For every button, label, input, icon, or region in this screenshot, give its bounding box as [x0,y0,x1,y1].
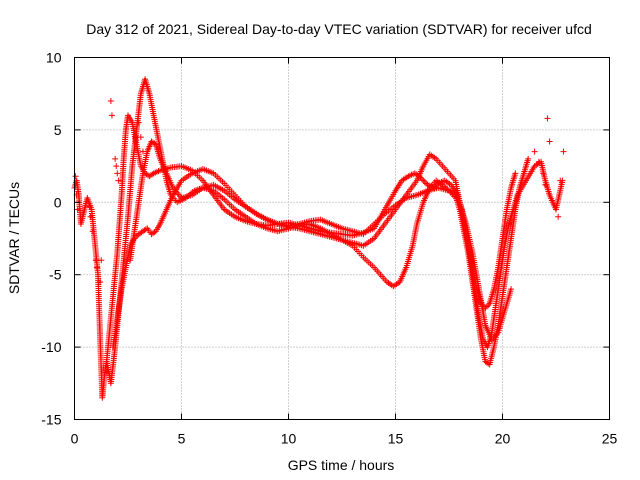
data-point [542,181,549,188]
y-tick-label: -15 [41,412,61,428]
data-point [86,203,93,210]
data-point [89,228,96,235]
data-point [115,177,122,184]
data-point [420,177,427,184]
data-point [113,163,120,170]
y-axis-title: SDTVAR / TECUs [6,182,22,294]
x-tick-label: 0 [71,431,79,447]
data-point [112,155,119,162]
data-point [87,213,94,220]
marks-layer [71,76,567,401]
plot-frame [74,57,610,420]
data-point [544,115,551,122]
data-point [485,302,492,309]
y-tick-label: 0 [54,194,62,210]
data-point [114,170,121,177]
x-axis-title: GPS time / hours [288,457,395,473]
data-point [540,170,547,177]
data-point [535,158,542,165]
data-point [72,173,79,180]
x-tick-label: 25 [602,431,618,447]
x-tick-label: 10 [281,431,297,447]
data-point [546,138,553,145]
data-point [557,177,564,184]
y-tick-label: 10 [46,50,62,66]
data-point [525,155,532,162]
chart-title: Day 312 of 2021, Sidereal Day-to-day VTE… [86,21,592,37]
data-point [92,257,99,264]
data-point [508,286,515,293]
data-point [560,148,567,155]
data-point [555,213,562,220]
x-tick-label: 15 [388,431,404,447]
ticks-layer: 0 5 10 15 20 25 -15 -10 -5 0 5 10 [41,50,617,447]
data-point [98,257,105,264]
data-point [512,170,519,177]
y-tick-label: -10 [41,339,61,355]
x-tick-label: 5 [178,431,186,447]
data-point [108,112,115,119]
y-tick-label: 5 [54,122,62,138]
data-point [423,180,430,187]
y-tick-label: -5 [49,267,62,283]
data-point [135,119,142,126]
data-point [149,171,156,178]
data-point [97,278,104,285]
data-point [93,264,100,271]
data-point [74,206,81,213]
data-point [142,226,149,233]
data-point [107,97,114,104]
data-point [137,134,144,141]
x-tick-label: 20 [495,431,511,447]
data-point [139,148,146,155]
data-point [421,179,428,186]
data-point [531,148,538,155]
